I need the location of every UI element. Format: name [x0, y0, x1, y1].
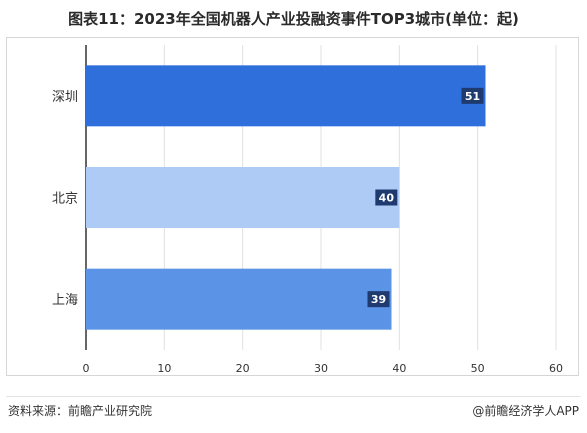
category-label-2: 北京 — [52, 192, 78, 207]
bar-3 — [86, 268, 392, 330]
value-label-box-3 — [367, 291, 390, 308]
footer-divider — [6, 396, 581, 397]
source-note: 资料来源：前瞻产业研究院 — [8, 404, 153, 418]
category-label-3: 上海 — [52, 293, 78, 308]
value-label-box-2 — [375, 189, 398, 206]
x-tick-label-20: 20 — [236, 362, 250, 375]
brand-label: @前瞻经济学人APP — [472, 404, 579, 418]
x-tick-label-10: 10 — [157, 362, 171, 375]
x-tick-label-40: 40 — [392, 362, 406, 375]
x-tick-label-50: 50 — [471, 362, 485, 375]
chart-title: 图表11：2023年全国机器人产业投融资事件TOP3城市(单位：起) — [68, 10, 519, 28]
x-tick-labels: 0 10 20 30 40 50 60 — [83, 362, 564, 375]
value-label-box-1 — [461, 87, 484, 104]
value-label-3: 39 — [371, 293, 386, 306]
x-tick-label-30: 30 — [314, 362, 328, 375]
bars: 51 40 39 — [86, 65, 486, 330]
x-tick-label-60: 60 — [549, 362, 563, 375]
category-label-1: 深圳 — [52, 90, 78, 105]
x-tick-label-0: 0 — [83, 362, 90, 375]
value-label-1: 51 — [465, 90, 480, 103]
value-label-2: 40 — [379, 192, 395, 205]
bar-2 — [86, 167, 400, 228]
bar-1 — [86, 65, 486, 127]
